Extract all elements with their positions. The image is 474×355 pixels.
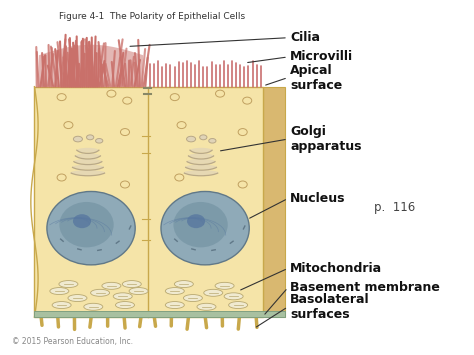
Ellipse shape [87, 135, 94, 140]
Ellipse shape [228, 301, 247, 308]
Ellipse shape [187, 159, 215, 164]
Text: Basement membrane: Basement membrane [290, 281, 440, 294]
Ellipse shape [122, 280, 141, 288]
Ellipse shape [204, 289, 223, 296]
Ellipse shape [84, 303, 103, 310]
Ellipse shape [71, 170, 105, 175]
Ellipse shape [73, 136, 82, 142]
Bar [35, 311, 285, 317]
Ellipse shape [59, 202, 114, 247]
Ellipse shape [113, 293, 132, 300]
Ellipse shape [73, 214, 91, 228]
Text: Figure 4-1  The Polarity of Epithelial Cells: Figure 4-1 The Polarity of Epithelial Ce… [59, 11, 245, 21]
Ellipse shape [77, 148, 99, 153]
Ellipse shape [96, 138, 103, 143]
Ellipse shape [116, 301, 135, 308]
Ellipse shape [102, 282, 121, 289]
Ellipse shape [74, 159, 102, 164]
Ellipse shape [129, 288, 148, 295]
Ellipse shape [190, 148, 212, 153]
Ellipse shape [209, 138, 216, 143]
Ellipse shape [173, 202, 228, 247]
Ellipse shape [72, 165, 103, 169]
Ellipse shape [91, 289, 109, 296]
Ellipse shape [187, 214, 205, 228]
Ellipse shape [68, 295, 87, 301]
Text: Nucleus: Nucleus [290, 192, 346, 205]
Text: Microvilli: Microvilli [290, 50, 353, 64]
Ellipse shape [75, 153, 100, 158]
Ellipse shape [197, 303, 216, 310]
Ellipse shape [224, 293, 243, 300]
Ellipse shape [52, 301, 71, 308]
Bar [35, 87, 263, 317]
Ellipse shape [165, 288, 184, 295]
Text: Basolateral
surfaces: Basolateral surfaces [290, 293, 370, 321]
Text: © 2015 Pearson Education, Inc.: © 2015 Pearson Education, Inc. [12, 337, 133, 346]
Ellipse shape [187, 136, 196, 142]
Text: Golgi
apparatus: Golgi apparatus [290, 125, 362, 153]
Ellipse shape [161, 191, 249, 265]
Ellipse shape [185, 165, 217, 169]
Ellipse shape [184, 170, 219, 175]
Ellipse shape [200, 135, 207, 140]
Polygon shape [39, 45, 143, 87]
Ellipse shape [189, 153, 213, 158]
Text: Apical
surface: Apical surface [290, 64, 342, 92]
Text: Cilia: Cilia [290, 31, 320, 44]
Ellipse shape [165, 301, 184, 308]
Ellipse shape [215, 282, 234, 289]
Ellipse shape [50, 288, 69, 295]
Bar [263, 87, 285, 317]
Ellipse shape [59, 280, 78, 288]
Text: Mitochondria: Mitochondria [290, 262, 383, 275]
Text: p.  116: p. 116 [374, 201, 415, 214]
Ellipse shape [47, 191, 135, 265]
Ellipse shape [174, 280, 193, 288]
Ellipse shape [183, 295, 202, 301]
